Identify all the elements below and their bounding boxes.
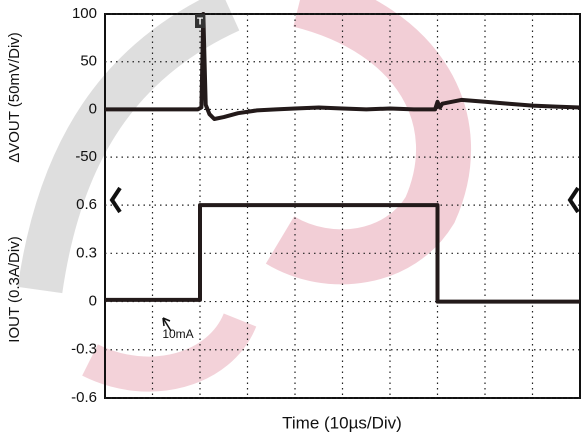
y-tick-label: 0.6 bbox=[76, 196, 97, 213]
y-tick-label: 100 bbox=[72, 5, 97, 22]
y-tick-label: -0.3 bbox=[71, 341, 97, 358]
trace bbox=[105, 12, 581, 121]
watermark bbox=[82, 312, 257, 392]
trace bbox=[105, 203, 580, 304]
annotation-arrow bbox=[162, 317, 172, 332]
y-axis-label: ΔVOUT (50mV/Div) bbox=[6, 32, 23, 163]
watermark bbox=[265, 0, 471, 285]
y-tick-label: 0.3 bbox=[76, 244, 97, 261]
y-tick-label: 0 bbox=[89, 100, 97, 117]
annotation: 10mA bbox=[162, 327, 193, 341]
x-axis-label: Time (10µs/Div) bbox=[282, 413, 402, 432]
trigger-label: T bbox=[197, 17, 203, 28]
trigger-marker bbox=[195, 14, 205, 28]
y-tick-label: 50 bbox=[80, 53, 97, 70]
watermark bbox=[17, 0, 240, 294]
y-axis-label: IOUT (0.3A/Div) bbox=[6, 236, 23, 342]
y-tick-label: 0 bbox=[89, 293, 97, 310]
annotation-arrow bbox=[162, 317, 171, 327]
panel-bracket bbox=[567, 186, 580, 214]
panel-bracket bbox=[109, 186, 122, 214]
y-tick-label: -0.6 bbox=[71, 389, 97, 406]
y-tick-label: -50 bbox=[75, 148, 97, 165]
vertical-grid bbox=[151, 14, 534, 398]
